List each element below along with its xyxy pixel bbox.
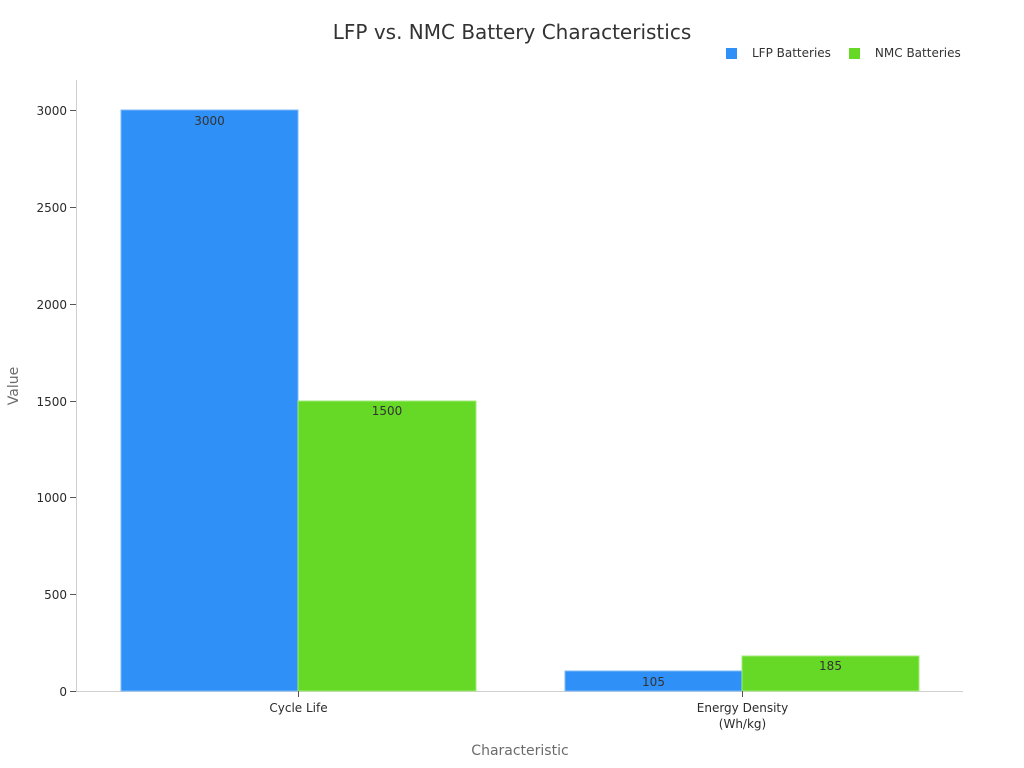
- bar-label-cycle-life-lfp: 3000: [194, 114, 225, 128]
- legend-swatch-lfp: [726, 47, 737, 59]
- legend: LFP Batteries NMC Batteries: [726, 46, 979, 60]
- y-tick-label: 0: [59, 685, 67, 699]
- bar-group-energy-density: 105 185: [564, 655, 920, 692]
- bar-cycle-life-nmc[interactable]: [297, 400, 477, 692]
- y-tick-label: 3000: [36, 104, 67, 118]
- y-ticks: 0 500 1000 1500 2000 2500 3000: [36, 104, 76, 699]
- bar-cycle-life-lfp[interactable]: [120, 109, 299, 692]
- y-tick-label: 2000: [36, 298, 67, 312]
- x-ticks: Cycle Life Energy Density (Wh/kg): [269, 691, 788, 731]
- legend-swatch-nmc: [848, 47, 860, 59]
- legend-label-nmc: NMC Batteries: [874, 46, 961, 60]
- chart-title: LFP vs. NMC Battery Characteristics: [332, 20, 692, 44]
- bar-label-cycle-life-nmc: 1500: [372, 404, 403, 418]
- bar-group-cycle-life: 3000 1500: [120, 109, 477, 692]
- x-tick-label-energy-density: Energy Density: [697, 701, 788, 715]
- bar-label-energy-density-lfp: 105: [642, 675, 665, 689]
- y-tick-label: 1500: [36, 395, 67, 409]
- legend-item-lfp[interactable]: LFP Batteries: [726, 46, 831, 60]
- legend-item-nmc[interactable]: NMC Batteries: [848, 46, 961, 60]
- x-axis-title: Characteristic: [471, 743, 568, 759]
- bar-label-energy-density-nmc: 185: [819, 659, 842, 673]
- legend-label-lfp: LFP Batteries: [752, 46, 831, 60]
- y-axis-title: Value: [6, 367, 22, 405]
- y-tick-label: 1000: [36, 491, 67, 505]
- y-tick-label: 500: [44, 588, 67, 602]
- bar-energy-density-nmc[interactable]: [741, 655, 920, 692]
- x-tick-label-cycle-life: Cycle Life: [269, 701, 327, 715]
- y-tick-label: 2500: [36, 201, 67, 215]
- x-tick-label-energy-density-unit: (Wh/kg): [719, 717, 766, 731]
